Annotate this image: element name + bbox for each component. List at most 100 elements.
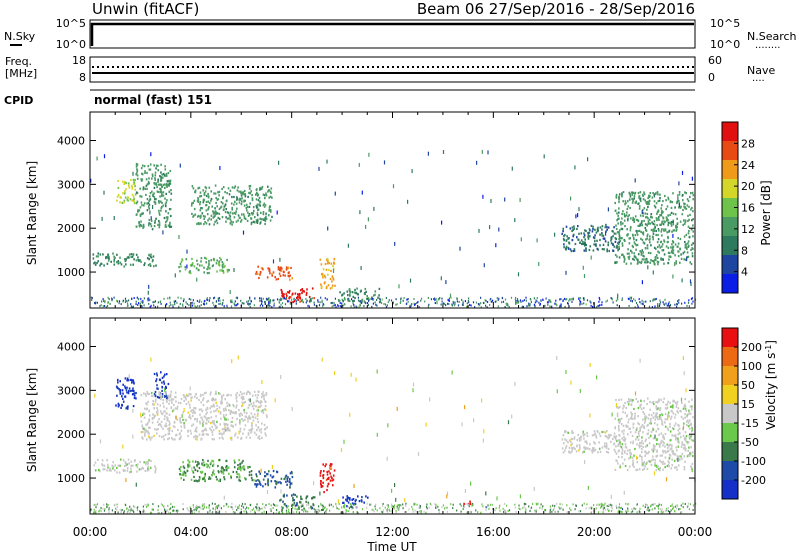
data-cell bbox=[155, 467, 157, 470]
data-cell bbox=[595, 507, 597, 510]
data-cell bbox=[163, 417, 166, 420]
data-cell bbox=[208, 476, 211, 479]
data-cell bbox=[631, 413, 633, 416]
data-cell bbox=[627, 256, 630, 259]
data-cell bbox=[204, 427, 207, 430]
data-cell bbox=[619, 239, 621, 242]
data-cell bbox=[249, 436, 251, 439]
data-cell bbox=[498, 297, 500, 300]
data-cell bbox=[434, 302, 436, 304]
data-cell bbox=[348, 289, 351, 292]
data-cell bbox=[244, 508, 247, 510]
data-cell bbox=[152, 255, 155, 258]
data-cell bbox=[566, 235, 568, 238]
data-cell bbox=[214, 424, 217, 427]
data-cell bbox=[180, 477, 182, 480]
data-cell bbox=[172, 425, 175, 428]
data-cell bbox=[101, 300, 103, 303]
data-cell bbox=[103, 264, 105, 267]
data-cell bbox=[211, 398, 213, 401]
data-cell bbox=[92, 257, 95, 260]
data-cell bbox=[572, 446, 575, 449]
data-cell bbox=[204, 474, 206, 477]
data-cell bbox=[233, 405, 235, 408]
data-cell bbox=[624, 225, 626, 228]
data-cell bbox=[588, 248, 591, 252]
data-cell bbox=[194, 191, 197, 194]
data-cell bbox=[266, 426, 268, 429]
data-cell bbox=[267, 484, 269, 487]
data-cell bbox=[119, 380, 121, 383]
data-cell bbox=[179, 417, 181, 420]
data-cell bbox=[231, 416, 234, 420]
data-cell bbox=[614, 468, 617, 471]
data-cell bbox=[621, 195, 623, 198]
data-cell bbox=[682, 199, 684, 202]
data-cell bbox=[496, 297, 498, 299]
data-cell bbox=[224, 204, 226, 207]
data-cell bbox=[138, 259, 140, 263]
data-cell bbox=[145, 184, 148, 187]
data-cell bbox=[329, 509, 331, 512]
data-cell bbox=[640, 444, 642, 447]
data-cell bbox=[132, 393, 134, 396]
data-cell bbox=[361, 298, 364, 301]
data-cell bbox=[647, 459, 650, 463]
data-cell bbox=[564, 430, 566, 433]
data-cell bbox=[205, 257, 208, 260]
data-cell bbox=[640, 251, 642, 254]
data-cell bbox=[150, 225, 153, 228]
data-cell bbox=[345, 512, 347, 515]
data-cell bbox=[371, 297, 373, 300]
data-cell bbox=[391, 505, 393, 508]
data-cell bbox=[138, 221, 140, 224]
data-cell bbox=[133, 183, 136, 186]
data-cell bbox=[685, 207, 688, 210]
data-cell bbox=[617, 241, 619, 245]
data-cell bbox=[643, 219, 645, 222]
data-cell bbox=[180, 297, 182, 300]
data-cell bbox=[199, 477, 201, 480]
data-cell bbox=[672, 274, 674, 279]
data-cell bbox=[577, 433, 580, 437]
data-cell bbox=[624, 443, 627, 446]
data-cell bbox=[382, 511, 384, 514]
data-cell bbox=[639, 427, 641, 430]
data-cell bbox=[586, 442, 588, 445]
data-cell bbox=[192, 187, 195, 190]
data-cell bbox=[669, 443, 672, 446]
data-cell bbox=[314, 510, 316, 513]
data-cell bbox=[167, 382, 170, 386]
data-cell bbox=[161, 512, 163, 515]
data-cell bbox=[589, 245, 592, 248]
data-cell bbox=[264, 301, 266, 303]
data-cell bbox=[638, 423, 641, 426]
data-cell bbox=[164, 433, 167, 436]
data-cell bbox=[236, 436, 239, 439]
data-cell bbox=[620, 446, 623, 449]
data-cell bbox=[119, 464, 121, 467]
data-cell bbox=[357, 495, 359, 498]
data-cell bbox=[551, 305, 553, 308]
data-cell bbox=[555, 299, 557, 302]
data-cell bbox=[631, 456, 634, 459]
data-cell bbox=[639, 214, 642, 217]
data-cell bbox=[668, 457, 671, 460]
data-cell bbox=[636, 218, 638, 221]
data-cell bbox=[618, 398, 620, 402]
data-cell bbox=[621, 237, 623, 240]
data-cell bbox=[175, 400, 177, 403]
data-cell bbox=[322, 504, 324, 507]
data-cell bbox=[617, 424, 620, 428]
data-cell bbox=[456, 509, 458, 512]
data-cell bbox=[652, 400, 655, 404]
data-cell bbox=[373, 510, 375, 513]
data-cell bbox=[601, 503, 604, 506]
data-cell bbox=[584, 433, 586, 436]
data-cell bbox=[133, 460, 136, 463]
data-cell bbox=[101, 459, 104, 462]
data-cell bbox=[177, 296, 179, 299]
data-cell bbox=[672, 451, 675, 455]
data-cell bbox=[681, 213, 684, 216]
data-cell bbox=[448, 297, 450, 300]
